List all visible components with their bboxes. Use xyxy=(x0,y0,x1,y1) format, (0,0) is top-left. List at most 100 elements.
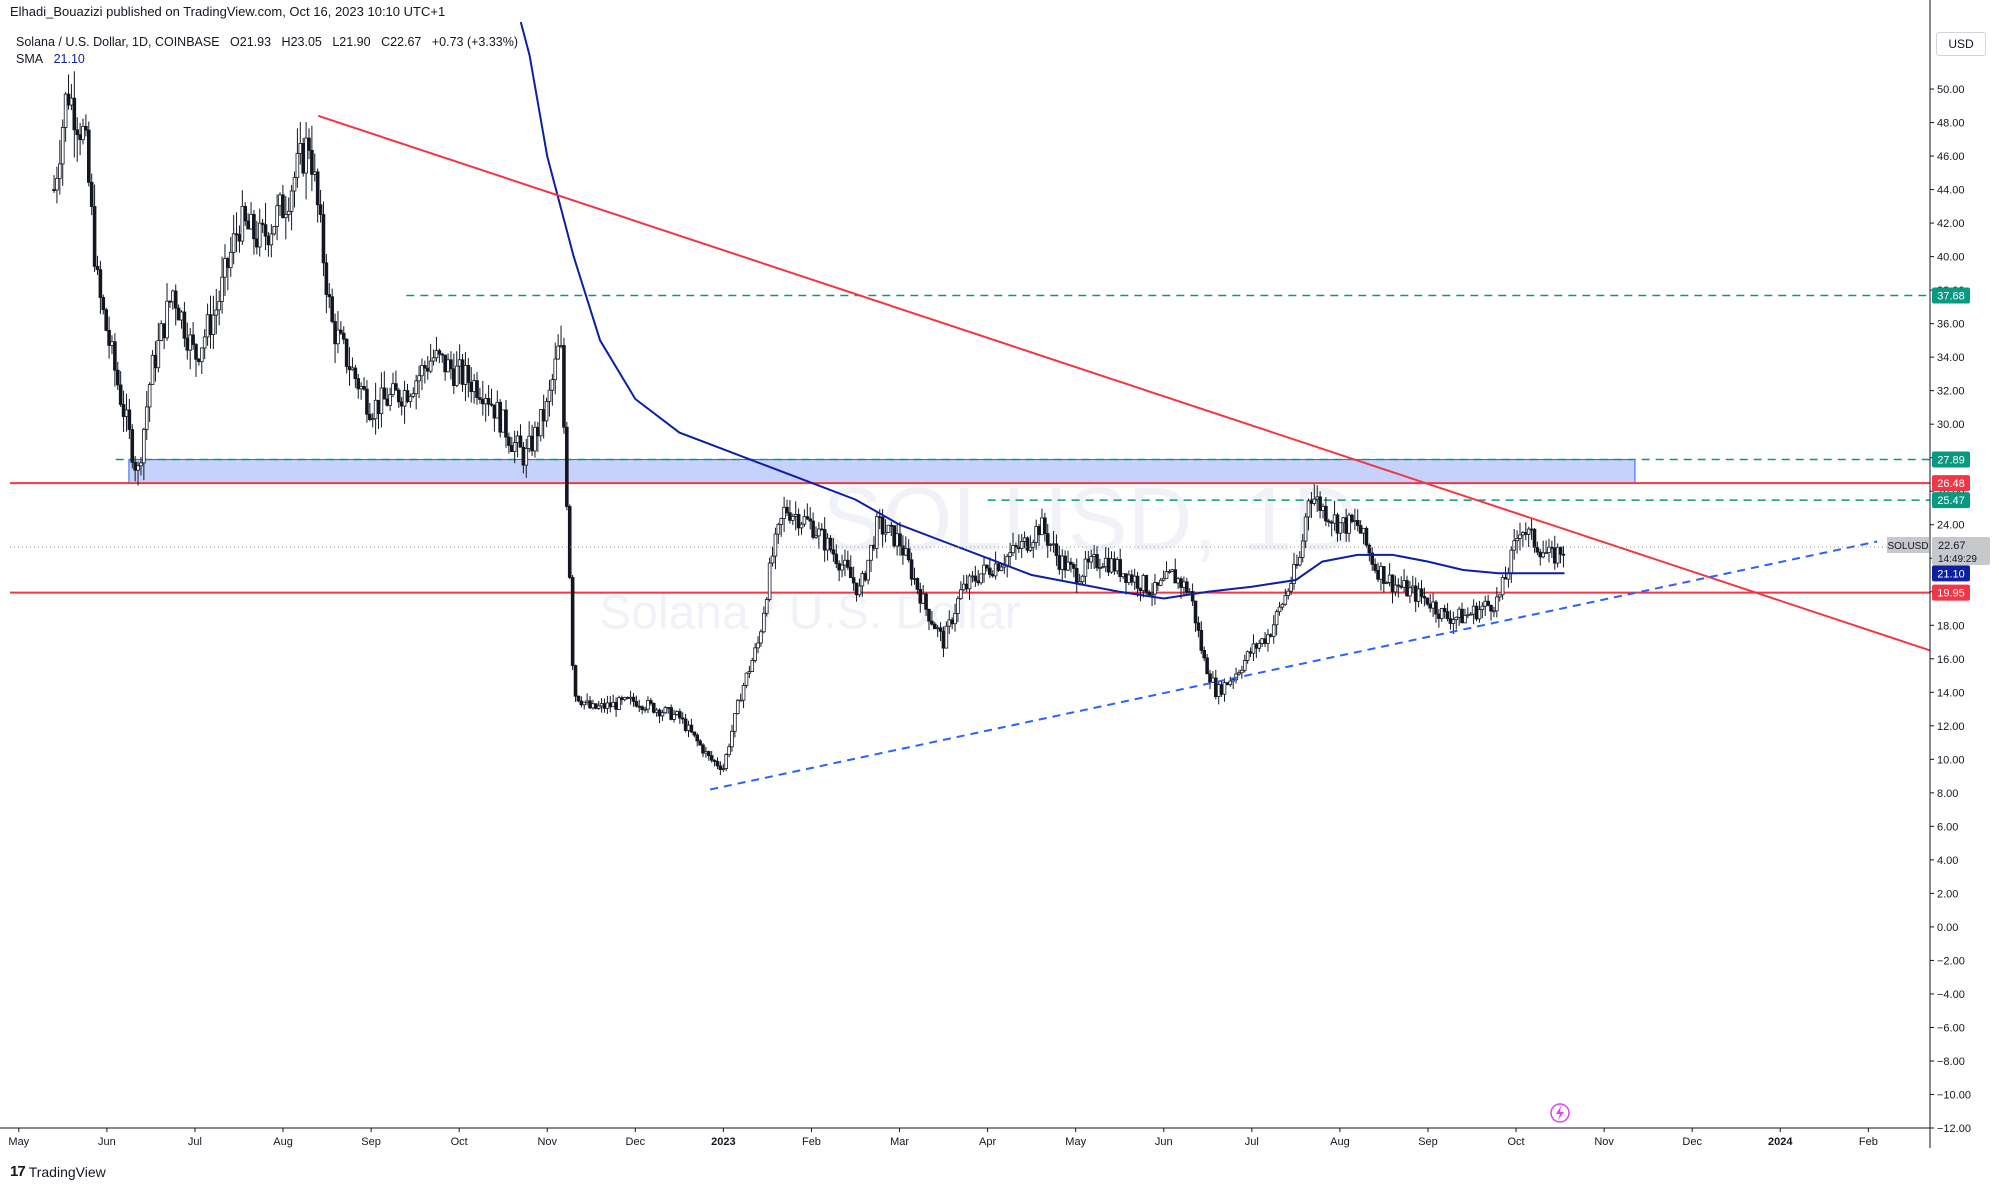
candle-up xyxy=(1515,538,1519,542)
candle-down xyxy=(425,367,430,372)
candle-down xyxy=(985,564,989,569)
candle-down xyxy=(301,143,305,174)
candle-down xyxy=(478,397,482,400)
candle-down xyxy=(1376,570,1380,580)
candle-down xyxy=(1037,526,1041,536)
candle-down xyxy=(706,751,711,757)
tradingview-logo-icon: 17 xyxy=(10,1163,26,1180)
candle-down xyxy=(449,359,453,370)
candle-down xyxy=(1205,657,1209,675)
candle-up xyxy=(1312,498,1317,504)
candle-down xyxy=(475,380,479,399)
candle-down xyxy=(1489,604,1493,612)
candle-down xyxy=(1405,580,1409,597)
candle-up xyxy=(646,700,650,710)
candle-down xyxy=(562,345,566,428)
descending-resistance-line xyxy=(317,114,1930,652)
candle-down xyxy=(1413,585,1418,602)
candle-down xyxy=(811,520,815,538)
candle-up xyxy=(660,712,665,717)
candle-down xyxy=(892,525,897,547)
candle-down xyxy=(990,574,995,577)
candle-up xyxy=(1500,577,1505,596)
candle-up xyxy=(1347,514,1351,534)
candle-down xyxy=(669,707,673,720)
candle-down xyxy=(915,578,920,590)
candle-down xyxy=(541,409,546,422)
candle-up xyxy=(278,194,282,207)
candle-up xyxy=(1526,528,1531,535)
candle-up xyxy=(686,724,691,731)
candle-down xyxy=(466,364,471,383)
candle-up xyxy=(762,612,766,633)
price-tick-label: 6.00 xyxy=(1937,821,1958,833)
candle-down xyxy=(588,700,592,709)
candle-up xyxy=(1457,608,1461,618)
candle-down xyxy=(1425,597,1430,605)
candle-down xyxy=(318,204,323,215)
candle-up xyxy=(959,589,963,600)
price-label-bg xyxy=(1932,584,1970,601)
candle-down xyxy=(689,724,694,733)
legend-symbol[interactable]: Solana / U.S. Dollar, 1D, COINBASE xyxy=(16,35,220,49)
price-tick-label: 24.00 xyxy=(1937,520,1965,532)
candle-down xyxy=(831,549,836,555)
currency-button[interactable]: USD xyxy=(1936,32,1986,56)
candle-up xyxy=(472,380,476,393)
candle-down xyxy=(822,529,827,551)
supply-zone xyxy=(128,459,1636,484)
candle-up xyxy=(1158,579,1163,586)
lightning-icon-bolt xyxy=(1556,1106,1564,1120)
candle-up xyxy=(843,559,847,566)
candle-down xyxy=(1535,546,1540,553)
candle-down xyxy=(127,409,132,430)
candle-up xyxy=(1231,679,1235,682)
candle-down xyxy=(362,385,366,390)
candle-down xyxy=(698,740,702,746)
candle-down xyxy=(536,426,540,437)
candle-up xyxy=(515,435,520,443)
candle-up xyxy=(249,213,253,230)
candle-down xyxy=(1382,566,1386,584)
candle-down xyxy=(1213,677,1218,697)
candle-up xyxy=(770,555,775,564)
candle-down xyxy=(101,297,106,311)
legend-sma-row[interactable]: SMA 21.10 xyxy=(16,51,525,68)
candle-down xyxy=(932,623,937,630)
candle-up xyxy=(869,544,873,561)
candle-up xyxy=(1292,563,1296,584)
time-tick-label: 2023 xyxy=(711,1136,735,1148)
candle-up xyxy=(1040,517,1044,536)
candle-up xyxy=(1109,558,1114,573)
candle-down xyxy=(281,194,285,219)
price-tick-label: 8.00 xyxy=(1937,788,1958,800)
candle-up xyxy=(1271,624,1276,637)
price-tick-label: 32.00 xyxy=(1937,386,1965,398)
candle-up xyxy=(767,562,772,600)
candle-down xyxy=(104,309,108,331)
candle-down xyxy=(1552,547,1557,564)
candle-up xyxy=(533,426,537,452)
price-label-25.47: 25.47 xyxy=(1937,495,1965,507)
candle-down xyxy=(1558,546,1563,555)
candle-down xyxy=(1129,574,1134,583)
time-tick-label: Jul xyxy=(188,1136,202,1148)
candle-up xyxy=(446,359,450,373)
candle-down xyxy=(1503,577,1508,580)
candle-down xyxy=(324,262,329,295)
candle-down xyxy=(1269,634,1273,637)
candle-up xyxy=(1101,566,1105,569)
candle-up xyxy=(463,364,468,385)
candle-down xyxy=(1448,618,1453,624)
candle-down xyxy=(1179,578,1183,588)
candle-up xyxy=(538,409,543,437)
candle-up xyxy=(886,524,891,533)
price-label-bg xyxy=(1932,492,1970,509)
candle-up xyxy=(935,627,940,630)
last-price-bg xyxy=(1932,537,1990,566)
candle-up xyxy=(1245,651,1250,661)
candle-up xyxy=(1170,569,1175,572)
candle-up xyxy=(802,516,807,525)
tradingview-brand[interactable]: 17 TradingView xyxy=(10,1163,106,1180)
